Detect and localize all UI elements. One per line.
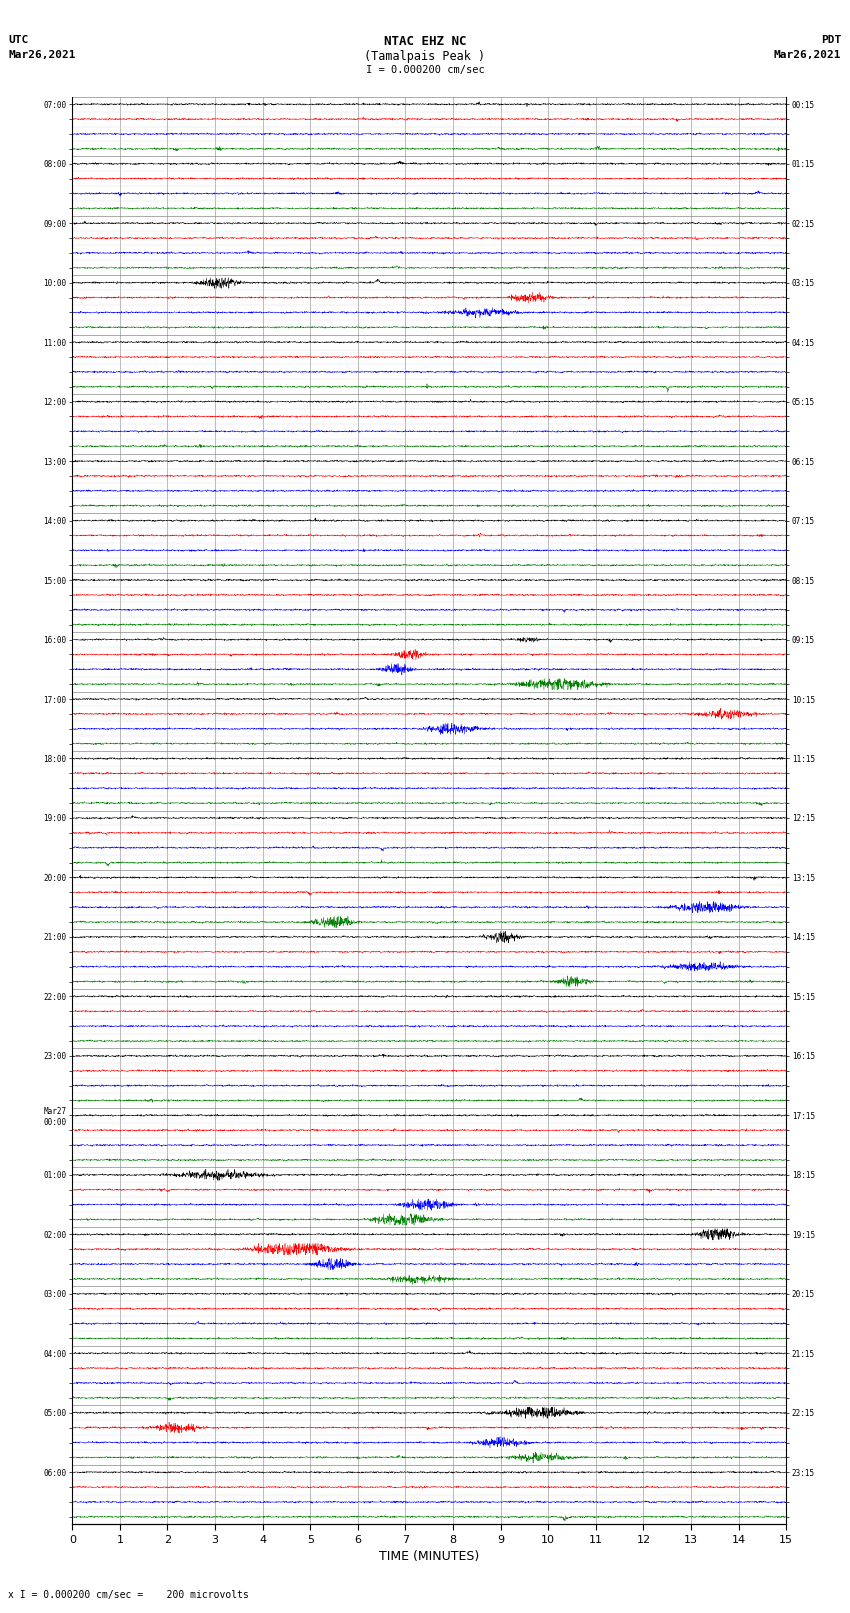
Text: (Tamalpais Peak ): (Tamalpais Peak ): [365, 50, 485, 63]
Text: UTC: UTC: [8, 35, 29, 45]
Text: Mar26,2021: Mar26,2021: [774, 50, 842, 60]
Text: PDT: PDT: [821, 35, 842, 45]
Text: NTAC EHZ NC: NTAC EHZ NC: [383, 35, 467, 48]
X-axis label: TIME (MINUTES): TIME (MINUTES): [379, 1550, 479, 1563]
Text: I = 0.000200 cm/sec: I = 0.000200 cm/sec: [366, 65, 484, 74]
Text: Mar26,2021: Mar26,2021: [8, 50, 76, 60]
Text: x I = 0.000200 cm/sec =    200 microvolts: x I = 0.000200 cm/sec = 200 microvolts: [8, 1590, 249, 1600]
